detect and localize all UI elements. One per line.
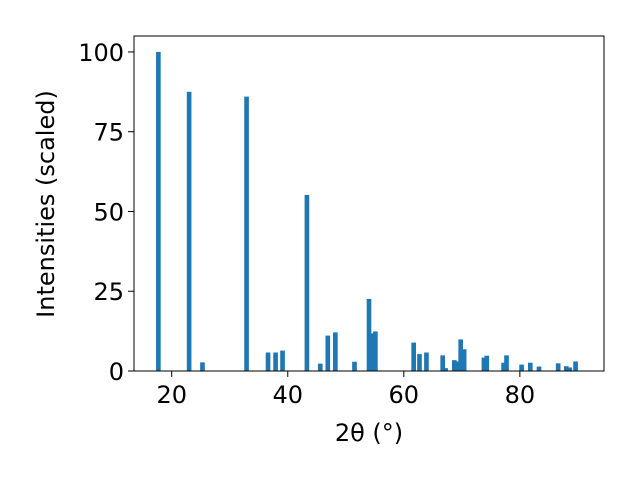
- y-tick-label-4: 100: [78, 39, 124, 67]
- bar-24: [481, 357, 487, 371]
- bar-33: [567, 367, 573, 371]
- bar-29: [527, 362, 533, 371]
- bar-26: [501, 362, 506, 371]
- y-axis-ticks: 0 25 50 75 100: [78, 39, 134, 386]
- bar-21: [454, 361, 460, 371]
- bar-2: [200, 362, 205, 371]
- x-tick-label-2: 60: [389, 381, 420, 409]
- bar-17: [424, 352, 429, 371]
- bar-3: [244, 96, 249, 372]
- bar-4: [265, 352, 271, 371]
- bar-25: [484, 355, 490, 371]
- y-tick-label-3: 75: [93, 119, 124, 147]
- bar-8: [317, 363, 323, 371]
- y-tick-label-0: 0: [109, 358, 124, 386]
- x-axis-ticks: 20 40 60 80: [156, 371, 535, 409]
- bar-15: [411, 342, 416, 371]
- x-tick-label-3: 80: [505, 381, 536, 409]
- bar-0: [156, 51, 161, 371]
- x-tick-label-0: 20: [156, 381, 187, 409]
- bar-20: [451, 360, 457, 371]
- bar-28: [519, 364, 524, 371]
- bar-34: [573, 361, 578, 371]
- bar-series: [156, 51, 578, 372]
- bar-18: [440, 355, 446, 371]
- bar-1: [186, 91, 192, 371]
- bar-10: [333, 332, 338, 371]
- bar-16: [417, 354, 422, 371]
- plot-frame: [133, 35, 605, 372]
- bar-22: [458, 339, 463, 371]
- bar-30: [536, 366, 542, 371]
- bar-27: [504, 355, 509, 371]
- x-axis-title: 2θ (°): [335, 419, 403, 447]
- bar-31: [555, 363, 561, 371]
- y-tick-label-2: 50: [93, 198, 124, 226]
- bar-5: [273, 352, 278, 371]
- bar-19: [443, 368, 448, 371]
- bar-12: [366, 298, 372, 371]
- x-tick-label-1: 40: [272, 381, 303, 409]
- bar-32: [563, 366, 569, 371]
- bar-14: [373, 331, 378, 371]
- bar-23: [461, 349, 467, 371]
- y-tick-label-1: 25: [93, 278, 124, 306]
- bar-13: [370, 333, 375, 371]
- bar-6: [280, 350, 285, 371]
- y-axis-title: Intensities (scaled): [32, 90, 60, 318]
- bar-9: [325, 335, 331, 371]
- bar-11: [352, 361, 357, 371]
- bar-7: [304, 194, 310, 371]
